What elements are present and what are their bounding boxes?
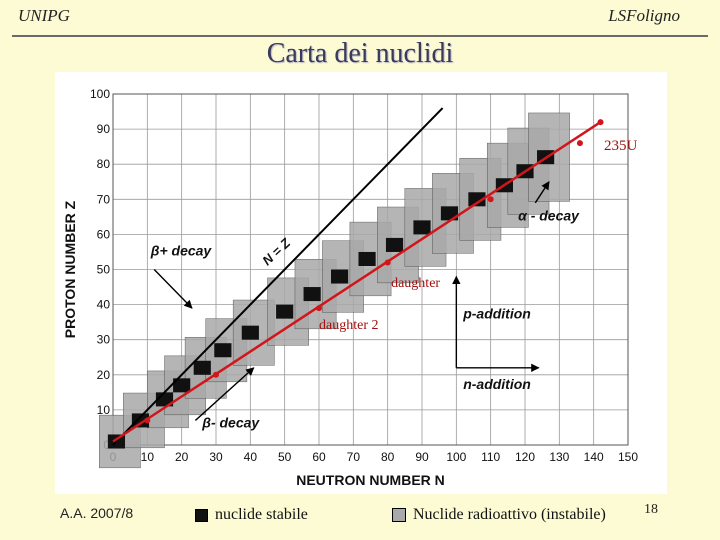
decay-chain-point <box>316 305 322 312</box>
page-number: 18 <box>644 502 658 517</box>
x-tick-label: 150 <box>618 450 638 464</box>
y-tick-label: 20 <box>97 368 111 382</box>
red-reference-line <box>112 121 602 443</box>
y-tick-label: 60 <box>97 227 111 241</box>
legend-radioactive-label: Nuclide radioattivo (instabile) <box>413 506 606 523</box>
stable-nuclide-cell <box>214 343 232 358</box>
beta-minus-arrow <box>194 367 255 421</box>
decay-chain-point <box>597 119 604 126</box>
x-tick-label: 10 <box>141 450 155 464</box>
y-tick-label: 40 <box>97 298 111 312</box>
y-tick-label: 10 <box>97 403 111 417</box>
x-tick-label: 70 <box>347 450 361 464</box>
y-tick-label: 50 <box>97 263 111 277</box>
stable-nuclide-cell <box>413 220 431 235</box>
chart-annotation: daughter 2 <box>319 318 378 333</box>
x-axis-label: NEUTRON NUMBER N <box>296 472 445 488</box>
x-tick-label: 120 <box>515 450 535 464</box>
y-axis-label: PROTON NUMBER Z <box>62 200 78 338</box>
nuclide-chart-svg: 0102030405060708090100110120130140150010… <box>62 87 638 488</box>
stable-swatch <box>195 508 208 522</box>
alpha-arrow <box>534 181 550 204</box>
stable-nuclide-cell <box>331 269 349 284</box>
stable-nuclide-cell <box>241 325 259 340</box>
stable-nuclide-cell <box>193 360 211 375</box>
chart-annotation: 235U <box>604 138 638 154</box>
chart-annotation: β+ decay <box>150 242 213 258</box>
slide-title: Carta dei nuclidi <box>266 38 454 69</box>
x-tick-label: 110 <box>481 450 500 464</box>
plot-frame <box>112 93 629 446</box>
x-tick-label: 20 <box>175 450 189 464</box>
stable-nuclide-cell <box>131 413 150 428</box>
decay-chain-point <box>144 417 151 424</box>
chart-annotation: β- decay <box>201 414 260 430</box>
course-year: A.A. 2007/8 <box>60 505 134 521</box>
decay-chain-point <box>213 371 219 378</box>
stable-nuclide-cell <box>303 287 321 302</box>
legend-stable-label: nuclide stabile <box>215 506 308 523</box>
decay-chain-point <box>487 196 494 203</box>
y-tick-label: 70 <box>97 192 111 206</box>
x-tick-label: 60 <box>312 450 326 464</box>
chart-annotation: N = Z <box>259 235 294 269</box>
stable-nuclide-cell <box>358 251 376 266</box>
x-tick-label: 40 <box>244 450 258 464</box>
header-divider <box>12 35 708 37</box>
radioactive-swatch <box>392 508 406 522</box>
n-equals-z-line <box>112 107 444 446</box>
chart-annotation: p-addition <box>462 306 531 322</box>
decay-chain-point <box>576 140 583 147</box>
decay-chain-point <box>384 259 391 266</box>
stable-nuclide-cell <box>173 378 191 393</box>
stable-nuclide-cell <box>468 192 486 207</box>
y-tick-label: 90 <box>97 122 111 136</box>
x-tick-label: 50 <box>278 450 292 464</box>
header-right: LSFoligno <box>608 6 680 25</box>
stable-nuclide-cell <box>276 304 294 319</box>
y-tick-label: 80 <box>97 157 111 171</box>
y-tick-label: 30 <box>97 333 111 347</box>
x-tick-label: 140 <box>584 450 604 464</box>
x-tick-label: 80 <box>381 450 395 464</box>
stable-nuclide-cell <box>385 237 404 252</box>
chart-annotation: n-addition <box>463 376 531 392</box>
x-tick-label: 90 <box>415 450 429 464</box>
nuclide-chart: 0102030405060708090100110120130140150010… <box>55 72 667 494</box>
x-tick-label: 100 <box>446 450 466 464</box>
y-tick-label: 100 <box>90 87 110 101</box>
x-tick-label: 130 <box>549 450 569 464</box>
legend-radioactive: Nuclide radioattivo (instabile) <box>392 506 606 524</box>
legend-stable: nuclide stabile <box>195 506 308 524</box>
header-left: UNIPG <box>18 6 70 25</box>
chart-annotation: α - decay <box>518 207 580 223</box>
chart-annotation: daughter <box>391 276 440 291</box>
beta-plus-arrow <box>153 269 193 309</box>
x-tick-label: 30 <box>209 450 223 464</box>
